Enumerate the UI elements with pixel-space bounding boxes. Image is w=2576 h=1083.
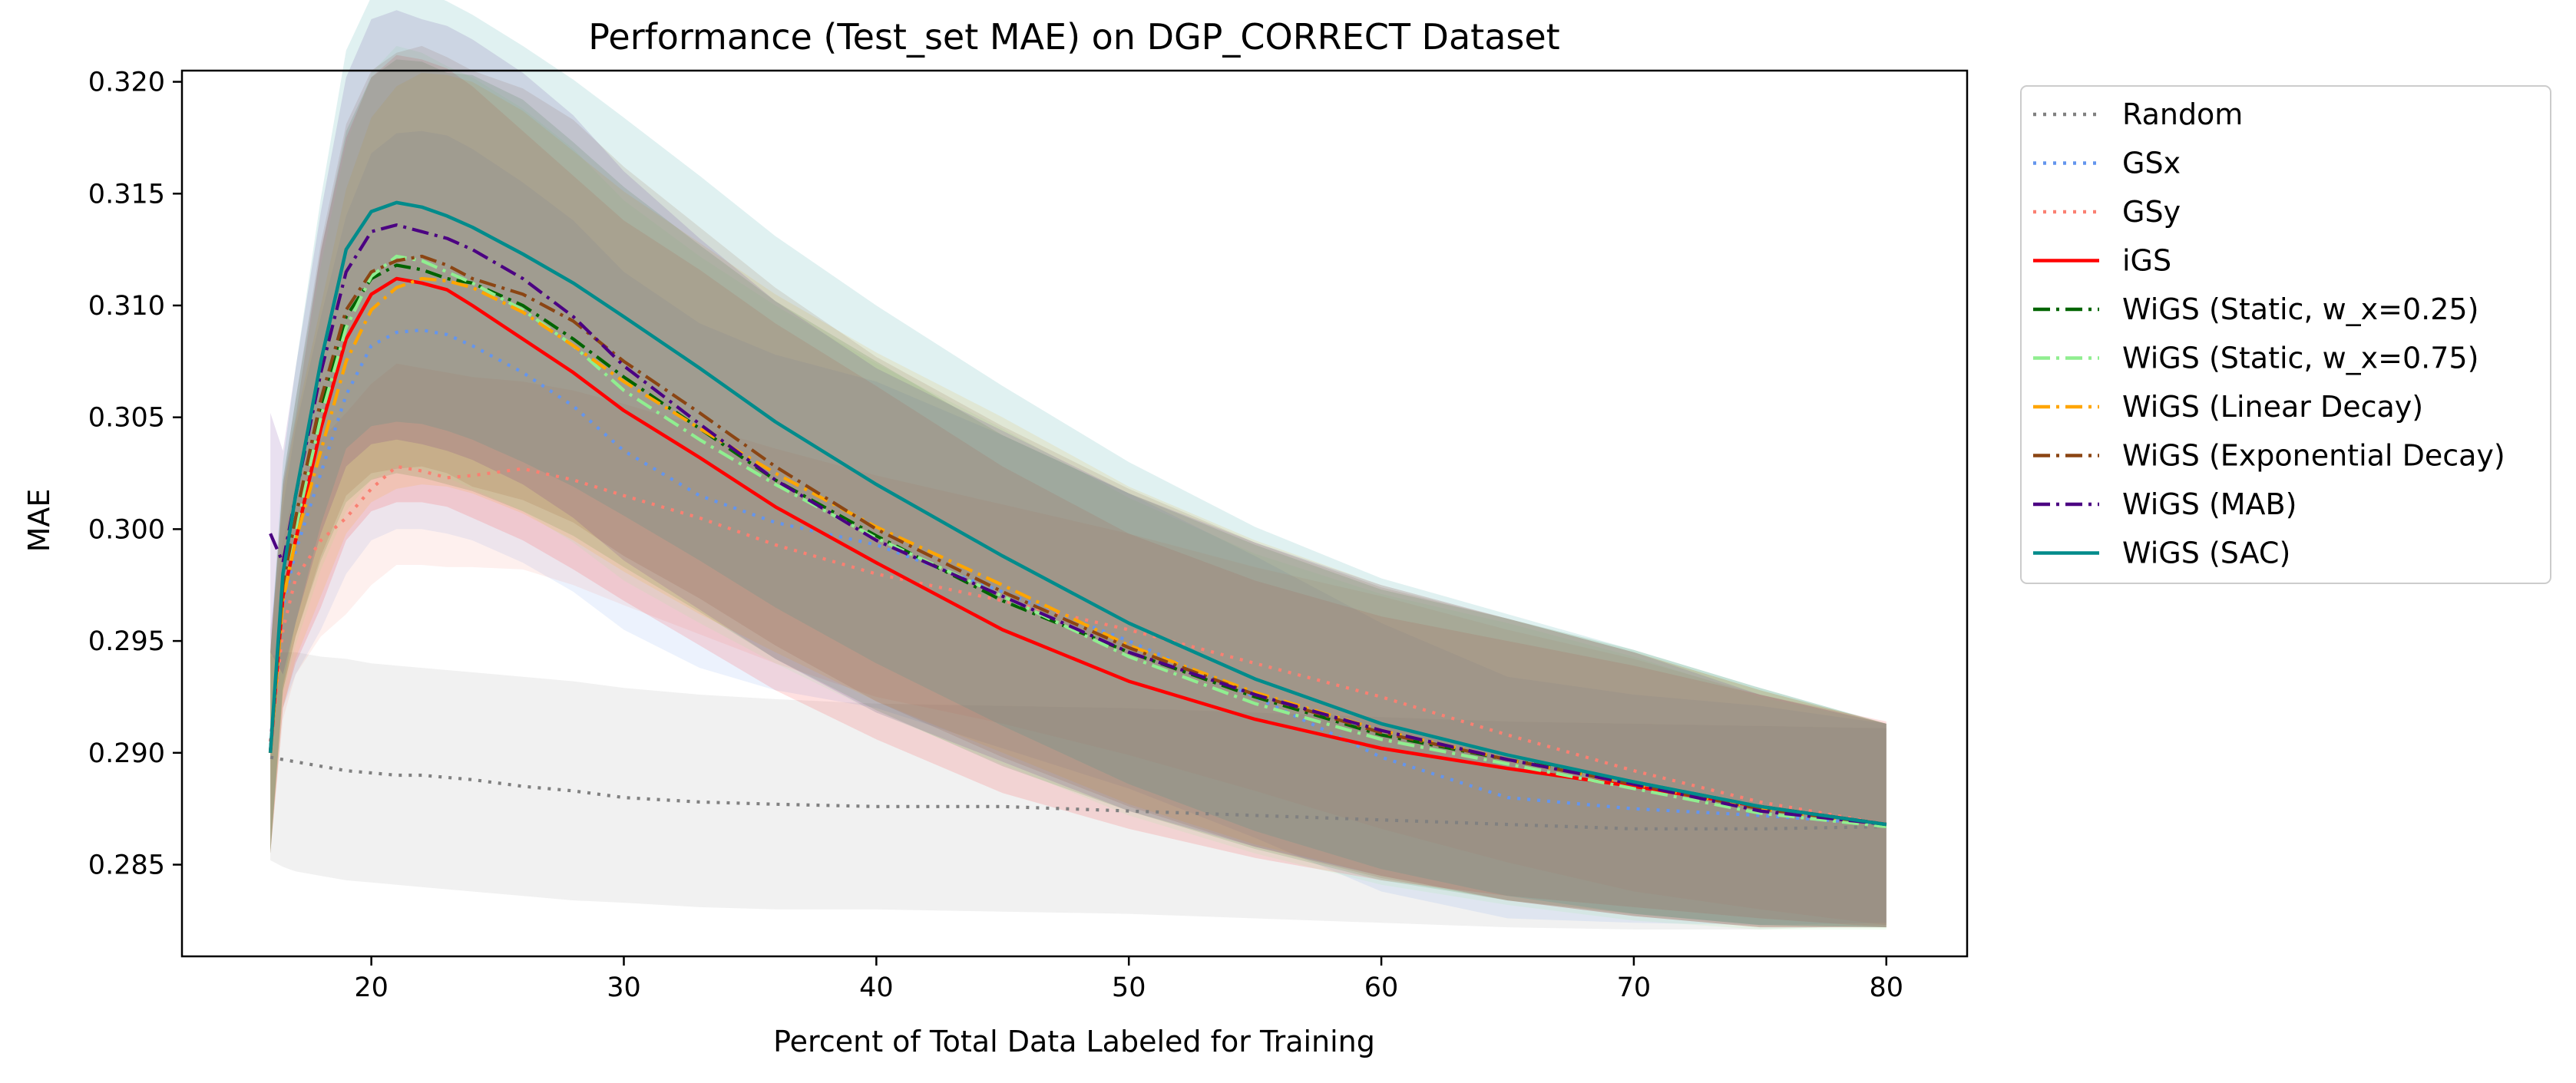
y-tick-label: 0.320 <box>88 68 165 98</box>
legend-label-wigs-sac: WiGS (SAC) <box>2122 537 2290 570</box>
band-wigs-mab <box>270 10 1887 928</box>
series-line-wigs-linear-decay <box>269 276 1887 827</box>
band-wigs-static-w-x-0-25 <box>270 59 1887 928</box>
band-wigs-static-w-x-0-75 <box>270 45 1887 929</box>
series-line-gsx <box>269 328 1887 827</box>
legend-label-wigs-exponential-decay: WiGS (Exponential Decay) <box>2122 439 2505 473</box>
band-wigs-sac <box>270 0 1887 928</box>
series-line-wigs-static-w-x-0-75 <box>269 254 1887 829</box>
y-tick-label: 0.300 <box>88 514 165 545</box>
y-tick-label: 0.295 <box>88 626 165 657</box>
band-gsy <box>270 363 1887 926</box>
x-tick-label: 70 <box>1617 972 1652 1003</box>
chart-title: Performance (Test_set MAE) on DGP_CORREC… <box>588 16 1559 58</box>
x-tick-label: 20 <box>354 972 389 1003</box>
y-tick-label: 0.305 <box>88 403 165 434</box>
y-tick-label: 0.315 <box>88 179 165 210</box>
band-wigs-linear-decay <box>270 72 1887 928</box>
y-tick-label: 0.285 <box>88 850 165 881</box>
y-tick-label: 0.290 <box>88 738 165 769</box>
legend-label-gsy: GSy <box>2122 195 2181 229</box>
legend-box <box>2020 85 2551 584</box>
series-line-igs <box>268 276 1887 827</box>
series-lines <box>268 200 1887 831</box>
band-random <box>270 652 1887 929</box>
plot-frame <box>180 69 1969 958</box>
legend-label-wigs-linear-decay: WiGS (Linear Decay) <box>2122 390 2423 424</box>
x-tick-label: 80 <box>1869 972 1903 1003</box>
series-line-wigs-exponential-decay <box>269 254 1887 827</box>
legend-label-random: Random <box>2122 97 2243 131</box>
band-wigs-exponential-decay <box>270 45 1887 928</box>
series-line-random <box>270 755 1887 831</box>
legend-label-wigs-mab: WiGS (MAB) <box>2122 487 2297 521</box>
legend-label-wigs-static-w-x-0-75: WiGS (Static, w_x=0.75) <box>2122 342 2478 375</box>
y-tick-label: 0.310 <box>88 291 165 322</box>
axes: 20 30 40 50 60 70 80 0.285 0.290 0.295 0.300 0.305 0… <box>88 68 1969 1003</box>
series-line-wigs-sac <box>268 200 1887 827</box>
x-tick-label: 30 <box>607 972 641 1003</box>
series-line-wigs-static-w-x-0-25 <box>269 263 1887 827</box>
legend: Random GSx GSy iGS WiGS (Static, w_x=0.25) Wi… <box>2020 85 2551 584</box>
band-igs <box>270 54 1887 928</box>
x-tick-label: 50 <box>1112 972 1146 1003</box>
x-axis-label: Percent of Total Data Labeled for Traini… <box>773 1025 1375 1058</box>
y-axis-label: MAE <box>22 489 56 553</box>
legend-label-wigs-static-w-x-0-25: WiGS (Static, w_x=0.25) <box>2122 292 2478 326</box>
x-tick-label: 60 <box>1364 972 1399 1003</box>
legend-label-gsx: GSx <box>2122 147 2181 180</box>
legend-label-igs: iGS <box>2122 244 2171 278</box>
x-tick-label: 40 <box>859 972 894 1003</box>
